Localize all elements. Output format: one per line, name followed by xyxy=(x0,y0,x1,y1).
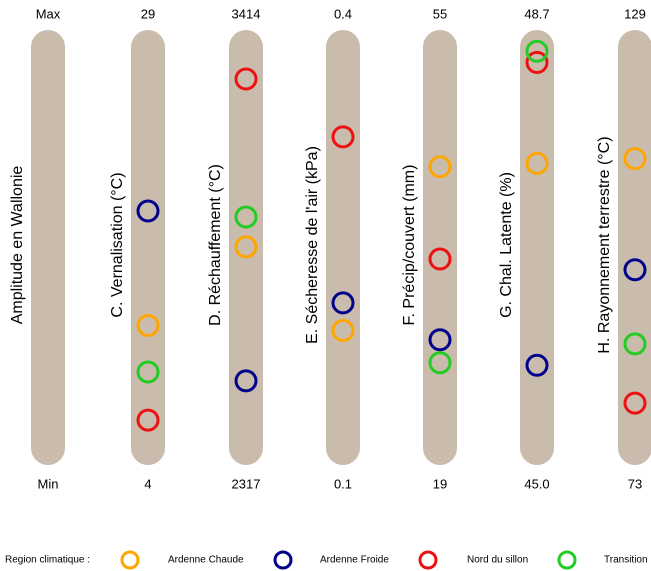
axis-bar xyxy=(423,30,457,465)
region-marker xyxy=(525,353,549,377)
region-marker xyxy=(525,151,549,175)
legend-marker xyxy=(418,550,438,570)
axis-min: 2317 xyxy=(232,476,261,491)
axis-name: E. Sécheresse de l'air (kPa) xyxy=(304,146,321,344)
region-marker xyxy=(623,258,647,282)
region-marker xyxy=(525,50,549,74)
region-marker xyxy=(136,314,160,338)
max-label: Max xyxy=(36,6,61,21)
legend-title: Region climatique : xyxy=(5,555,90,566)
region-marker xyxy=(623,332,647,356)
region-marker xyxy=(331,125,355,149)
region-marker xyxy=(234,67,258,91)
axis-bar xyxy=(520,30,554,465)
axis-min: 45.0 xyxy=(524,476,549,491)
region-marker xyxy=(234,369,258,393)
region-marker xyxy=(331,319,355,342)
region-marker xyxy=(623,147,647,171)
legend-label: Transition xyxy=(604,555,648,566)
legend-label: Nord du sillon xyxy=(467,555,528,566)
region-marker xyxy=(525,39,549,63)
axis-max: 129 xyxy=(624,6,646,21)
axis-max: 55 xyxy=(433,6,447,21)
legend-marker xyxy=(557,550,577,570)
range-bar xyxy=(31,30,65,465)
region-marker xyxy=(331,291,355,315)
legend-marker xyxy=(120,550,140,570)
axis-max: 29 xyxy=(141,6,155,21)
axis-min: 0.1 xyxy=(334,476,352,491)
range-label: Amplitude en Wallonie xyxy=(9,166,26,325)
axis-max: 3414 xyxy=(232,6,261,21)
region-marker xyxy=(136,199,160,223)
axis-bar xyxy=(326,30,360,465)
region-marker xyxy=(136,360,160,384)
region-marker xyxy=(428,247,452,271)
legend-label: Ardenne Chaude xyxy=(168,555,244,566)
region-marker xyxy=(136,408,160,432)
axis-name: H. Rayonnement terrestre (°C) xyxy=(596,136,613,353)
axis-bar xyxy=(618,30,651,465)
region-marker xyxy=(234,205,258,229)
min-label: Min xyxy=(38,476,59,491)
region-marker xyxy=(623,391,647,415)
axis-max: 48.7 xyxy=(524,6,549,21)
axis-name: F. Précip/couvert (mm) xyxy=(401,165,418,326)
axis-bar xyxy=(131,30,165,465)
region-marker xyxy=(428,328,452,352)
region-marker xyxy=(428,155,452,179)
axis-name: D. Réchauffement (°C) xyxy=(207,164,224,326)
axis-name: G. Chal. Latente (%) xyxy=(498,172,515,318)
region-marker xyxy=(428,351,452,375)
axis-min: 4 xyxy=(144,476,151,491)
axis-bar xyxy=(229,30,263,465)
legend-marker xyxy=(273,550,293,570)
axis-max: 0.4 xyxy=(334,6,352,21)
legend-label: Ardenne Froide xyxy=(320,555,389,566)
axis-name: C. Vernalisation (°C) xyxy=(109,172,126,317)
region-marker xyxy=(234,235,258,259)
axis-min: 73 xyxy=(628,476,642,491)
axis-min: 19 xyxy=(433,476,447,491)
